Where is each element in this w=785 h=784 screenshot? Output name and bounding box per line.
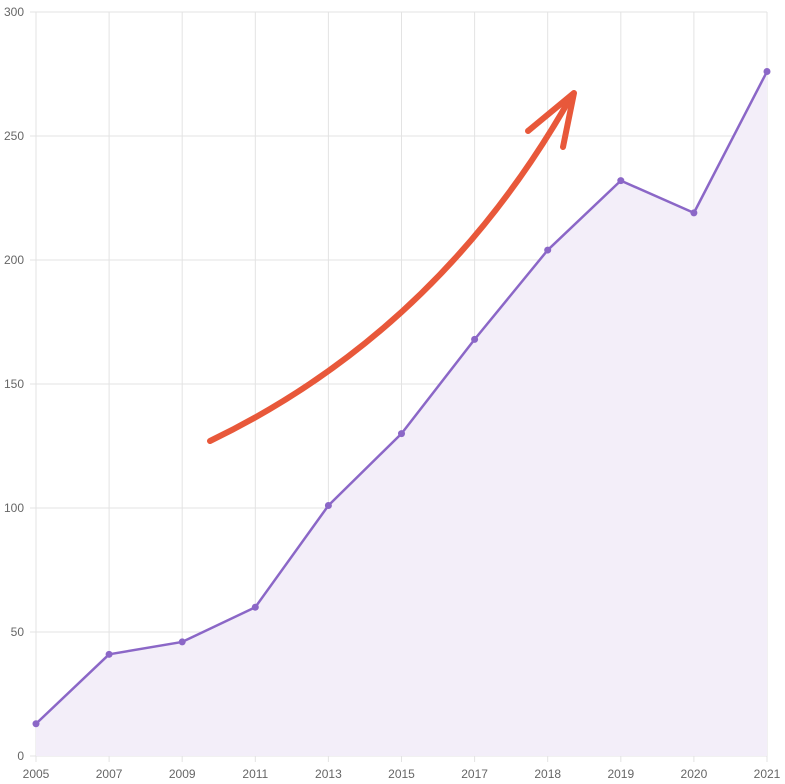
- x-tick-label: 2018: [534, 767, 561, 781]
- x-tick-label: 2011: [242, 767, 268, 781]
- x-tick-label: 2020: [681, 767, 708, 781]
- trend-arrow-shaft: [207, 92, 575, 444]
- y-tick-label: 200: [4, 253, 24, 267]
- y-tick-label: 300: [4, 5, 24, 19]
- data-point: [690, 209, 698, 217]
- data-point: [178, 638, 186, 646]
- trend-up-arrow-icon: [207, 90, 577, 444]
- x-tick-label: 2017: [461, 767, 488, 781]
- data-point: [471, 335, 479, 343]
- x-tick-label: 2015: [388, 767, 415, 781]
- area-fill: [36, 71, 767, 756]
- data-point: [32, 720, 40, 728]
- y-tick-label: 250: [4, 129, 24, 143]
- x-tick-label: 2021: [754, 767, 781, 781]
- y-tick-label: 0: [17, 749, 24, 763]
- y-tick-label: 50: [11, 625, 25, 639]
- data-point: [544, 246, 552, 254]
- data-point: [324, 502, 332, 510]
- points-layer: [32, 68, 771, 728]
- y-tick-label: 100: [4, 501, 24, 515]
- x-tick-label: 2007: [96, 767, 123, 781]
- x-tick-label: 2009: [169, 767, 196, 781]
- data-point: [398, 430, 405, 438]
- data-point: [763, 68, 771, 76]
- y-axis-ticks: 0 50 100 150 200 250 300: [4, 5, 24, 763]
- data-point: [617, 177, 625, 185]
- x-tick-label: 2005: [23, 767, 50, 781]
- data-point: [105, 650, 113, 658]
- y-tick-label: 150: [4, 377, 24, 391]
- trend-arrow-head: [525, 90, 577, 150]
- x-tick-label: 2013: [315, 767, 342, 781]
- x-tick-label: 2019: [607, 767, 634, 781]
- data-point: [251, 603, 259, 611]
- x-axis-ticks: 2005 2007 2009 2011 2013 2015 2017 2018 2019 2020…: [23, 767, 781, 781]
